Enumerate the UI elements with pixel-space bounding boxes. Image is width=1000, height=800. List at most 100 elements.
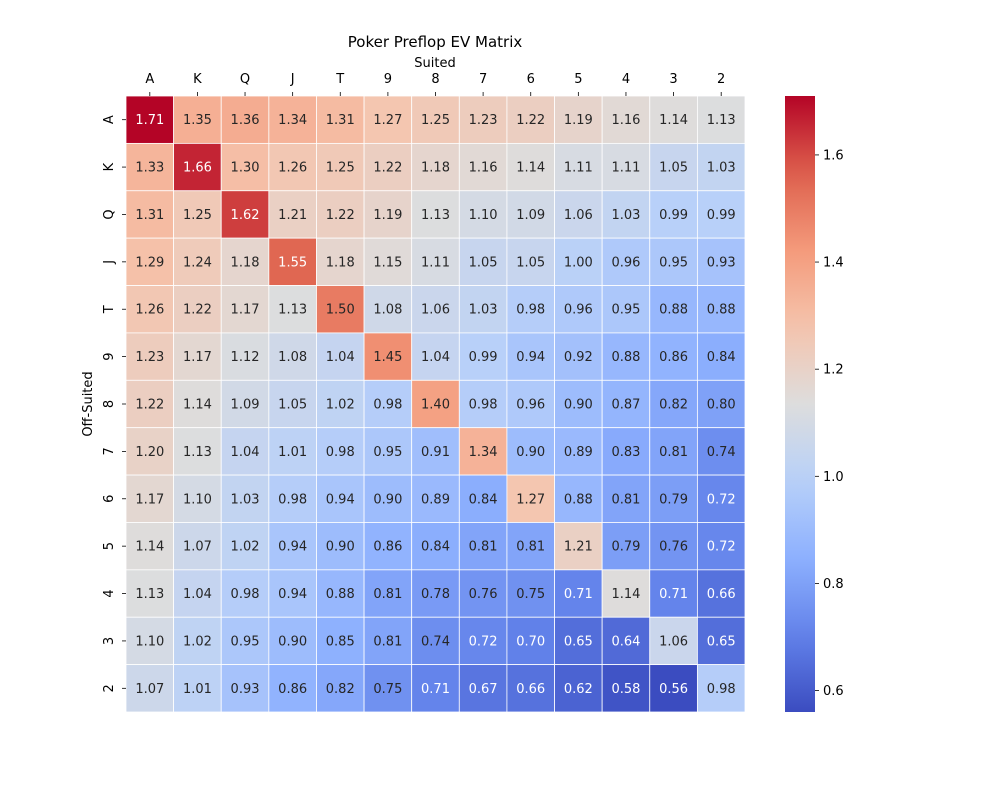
cell-value-label: 0.98 [231,587,260,602]
heatmap-cell [316,379,365,429]
heatmap-cell [696,332,746,381]
cell-value-label: 0.88 [564,492,593,507]
heatmap-cell [220,142,270,192]
heatmap-cell [316,142,365,192]
cell-value-label: 1.13 [183,445,212,460]
heatmap-cell [316,522,365,571]
heatmap-cell [506,285,555,334]
heatmap-cell [506,474,555,523]
heatmap-cell [173,616,222,666]
heatmap-cell [173,522,222,571]
colorbar-tick-label: 1.2 [823,363,844,378]
heatmap-cell [458,427,508,476]
heatmap-cell [411,285,460,334]
cell-value-label: 1.71 [135,113,164,128]
cell-value-label: 0.82 [326,682,355,697]
heatmap-cell [316,190,365,239]
cell-value-label: 0.93 [231,682,260,697]
cell-value-label: 1.21 [564,540,593,555]
cell-value-label: 1.13 [707,113,736,128]
cell-value-label: 1.36 [231,113,260,128]
x-tick-label: 4 [622,72,630,87]
heatmap-cell [220,285,270,334]
cell-value-label: 1.00 [564,255,593,270]
cell-value-label: 1.05 [516,255,545,270]
heatmap-cell [458,616,508,666]
heatmap-cell [268,616,317,666]
cell-value-label: 0.90 [373,492,402,507]
cell-value-label: 1.07 [183,540,212,555]
heatmap-cell [268,142,317,192]
x-tick-label: 9 [384,72,392,87]
colorbar-tick-label: 1.4 [823,256,844,271]
x-tick-label: K [193,72,202,87]
cell-value-label: 0.67 [469,682,498,697]
heatmap-cell [696,237,746,286]
cell-value-label: 1.01 [183,682,212,697]
cell-value-label: 0.76 [469,587,498,602]
cell-value-label: 1.03 [231,492,260,507]
heatmap-cell [458,474,508,523]
cell-value-label: 1.14 [516,161,545,176]
cell-value-label: 1.23 [469,113,498,128]
x-tick-label: 3 [669,72,677,87]
cell-value-label: 0.71 [564,587,593,602]
colorbar-tick-label: 0.6 [823,684,844,699]
heatmap-cell [696,142,746,192]
cell-value-label: 0.99 [659,208,688,223]
colorbar-ticks: 0.6 0.8 1.0 1.2 1.4 1.6 [815,148,844,699]
cell-value-label: 0.98 [516,303,545,318]
heatmap-cell [601,379,651,429]
heatmap-cell [316,332,365,381]
cell-value-label: 0.58 [611,682,640,697]
cell-value-label: 0.89 [421,492,450,507]
cell-value-label: 0.98 [373,398,402,413]
cell-value-label: 1.04 [326,350,355,365]
heatmap-cell [268,285,317,334]
cell-value-label: 1.05 [469,255,498,270]
cell-value-label: 0.98 [469,398,498,413]
cell-value-label: 0.81 [469,540,498,555]
x-axis-ticks: A K Q J T 9 8 7 6 5 4 3 2 [145,72,725,96]
heatmap-cell [506,237,555,286]
cell-value-label: 0.75 [516,587,545,602]
heatmap-cell [506,379,555,429]
cell-value-label: 1.22 [326,208,355,223]
cell-value-label: 1.16 [611,113,640,128]
heatmap-cell [220,332,270,381]
cell-value-label: 0.81 [659,445,688,460]
cell-value-label: 1.18 [326,255,355,270]
cell-value-label: 1.50 [326,303,355,318]
heatmap-cell [411,522,460,571]
cell-value-label: 0.75 [373,682,402,697]
heatmap-cell [696,427,746,476]
cell-value-label: 0.74 [707,445,736,460]
heatmap-cell [601,522,651,571]
cell-value-label: 0.81 [611,492,640,507]
heatmap-cell [268,522,317,571]
heatmap-cell [173,332,222,381]
cell-value-label: 0.76 [659,540,688,555]
heatmap-cell [268,379,317,429]
heatmap-cell [649,95,698,144]
heatmap-cell [458,142,508,192]
cell-value-label: 0.88 [707,303,736,318]
x-tick-label: 2 [717,72,725,87]
cell-value-label: 1.08 [278,350,307,365]
cell-value-label: 1.03 [611,208,640,223]
cell-value-label: 1.22 [135,398,164,413]
heatmap-cell [411,616,460,666]
cell-value-label: 1.12 [231,350,260,365]
cell-value-label: 0.89 [564,445,593,460]
heatmap-cell [363,427,413,476]
cell-value-label: 1.45 [373,350,402,365]
cell-value-label: 1.21 [278,208,307,223]
cell-value-label: 1.55 [278,255,307,270]
heatmap-cell-labels: 1.71 1.35 1.36 1.34 1.31 1.27 1.25 1.23 1.22 1.19… [135,113,735,697]
heatmap-cell [696,664,746,713]
cell-value-label: 0.92 [564,350,593,365]
heatmap-cell [649,474,698,523]
cell-value-label: 1.10 [135,634,164,649]
heatmap-cell [696,522,746,571]
